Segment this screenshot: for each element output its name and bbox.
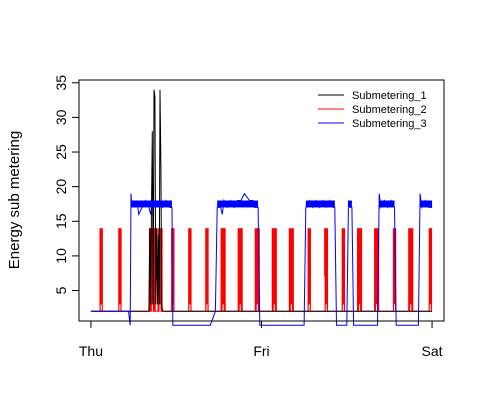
series-submetering-2-pulse — [341, 228, 346, 312]
plot-lines — [90, 89, 433, 326]
series-submetering-2-pulse — [288, 228, 294, 312]
y-tick-label: 15 — [53, 213, 69, 229]
series-submetering-2-pulse — [392, 228, 397, 312]
y-tick-label: 25 — [53, 144, 69, 160]
x-tick-label: Thu — [79, 343, 103, 359]
series-submetering-2-pulse — [307, 228, 311, 312]
series-submetering-2-pulse — [254, 228, 260, 312]
legend-label: Submetering_3 — [352, 118, 427, 130]
legend-label: Submetering_2 — [352, 104, 427, 116]
series-submetering-2-pulse — [271, 228, 277, 312]
legend: Submetering_1 Submetering_2 Submetering_3 — [318, 90, 427, 130]
series-submetering-2-pulse — [374, 228, 380, 312]
series-submetering-2-pulse — [428, 228, 433, 312]
series-submetering-2-pulse — [99, 228, 103, 312]
series-submetering-3-band — [305, 200, 335, 208]
series-submetering-2-pulse — [237, 228, 243, 312]
series-submetering-2-pulse — [205, 228, 209, 312]
series-submetering-3-band — [379, 200, 395, 208]
y-tick-label: 30 — [53, 109, 69, 125]
series-submetering-3-band — [348, 200, 352, 208]
x-tick-label: Sat — [422, 343, 443, 359]
y-tick-label: 5 — [53, 286, 69, 294]
series-submetering-2-pulse — [324, 228, 329, 312]
series-submetering-2-pulse — [157, 228, 163, 312]
series-submetering-3-band — [131, 200, 172, 208]
y-axis: 5 10 15 20 25 30 35 — [53, 75, 79, 294]
series-submetering-3-band — [217, 200, 259, 208]
series-submetering-1 — [90, 89, 433, 312]
series-submetering-2-pulse — [118, 228, 122, 312]
x-axis: Thu Fri Sat — [79, 321, 443, 359]
series-submetering-2-pulse — [148, 228, 156, 312]
y-axis-title: Energy sub metering — [6, 131, 23, 269]
y-tick-label: 10 — [53, 248, 69, 264]
y-tick-label: 20 — [53, 179, 69, 195]
series-submetering-2-pulse — [357, 228, 363, 312]
series-submetering-2-pulse — [188, 228, 192, 312]
legend-label: Submetering_1 — [352, 90, 427, 102]
x-tick-label: Fri — [253, 343, 269, 359]
series-submetering-3-band — [420, 200, 433, 208]
series-submetering-2-pulse — [220, 228, 226, 312]
y-tick-label: 35 — [53, 75, 69, 91]
series-submetering-2-pulse — [408, 228, 414, 312]
